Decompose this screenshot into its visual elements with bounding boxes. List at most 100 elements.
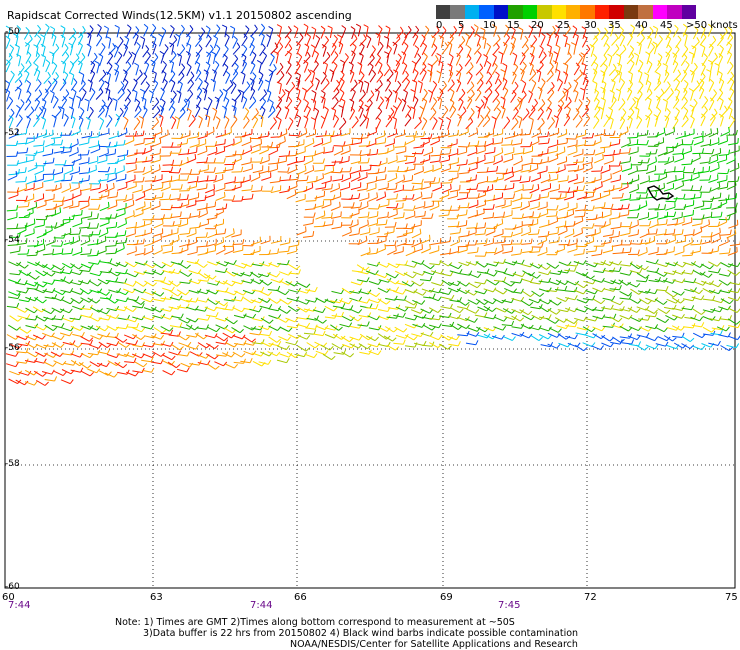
wind-barb-shaft [167,232,178,236]
wind-barb-shaft [321,204,332,209]
wind-barb-shaft [143,262,153,269]
wind-barb-shaft [729,81,735,91]
wind-barb-feather [498,78,502,84]
wind-barb-shaft [61,232,71,237]
wind-barb-shaft [45,62,51,73]
wind-barb-feather [293,106,299,111]
wind-barb-feather [681,229,684,235]
wind-barb-feather [143,282,148,287]
wind-barb-feather [710,231,713,237]
wind-barb-shaft [693,141,704,146]
wind-barb-feather [332,146,334,152]
wind-barb-shaft [231,73,239,82]
wind-barb-shaft [376,248,386,254]
wind-barb-shaft [87,46,92,57]
wind-barb-feather [683,53,688,58]
wind-barb-shaft [34,288,44,294]
wind-barb-feather [493,156,496,162]
wind-barb-shaft [512,273,523,278]
wind-barb-feather [35,114,40,120]
wind-barb-shaft [421,288,432,293]
wind-barb-shaft [23,212,34,218]
wind-barb-shaft [474,92,482,102]
wind-barb-feather [277,158,280,164]
wind-barb-shaft [585,233,596,237]
wind-barb-shaft [285,64,292,74]
wind-barb-shaft [284,39,292,49]
wind-barb-shaft [521,48,529,57]
wind-barb-feather [629,138,631,144]
wind-barb-shaft [162,250,173,254]
wind-barb-feather [422,68,427,73]
wind-barb-shaft [14,75,23,83]
wind-barb-feather [80,189,82,195]
wind-barb-shaft [531,177,541,182]
wind-barb-feather [647,35,652,40]
wind-barb-shaft [241,141,252,147]
wind-barb-shaft [115,271,126,275]
wind-barb-feather [371,53,375,59]
wind-barb-feather [378,25,383,30]
wind-barb-shaft [537,111,544,121]
wind-barb-shaft [564,233,575,239]
wind-barb-feather [358,79,364,83]
wind-barb-shaft [693,135,704,139]
wind-barb-feather [711,148,715,154]
wind-barb-shaft [639,180,650,185]
wind-barb-shaft [260,317,270,324]
wind-barb-feather [541,118,545,123]
wind-barb-shaft [385,92,393,102]
wind-barb-shaft [729,282,740,286]
wind-barb-shaft [690,90,694,101]
wind-barb-shaft [23,30,30,40]
wind-barb-shaft [665,54,671,65]
wind-barb-shaft [260,35,265,46]
wind-barb-shaft [243,28,250,39]
wind-barb-shaft [484,84,493,93]
wind-barb-feather [637,219,639,225]
wind-barb-shaft [654,208,665,211]
wind-barb-feather [162,60,167,66]
wind-barb-shaft [602,100,606,111]
wind-barb-feather [615,69,619,75]
wind-barb-shaft [248,100,257,109]
wind-barb-shaft [116,55,123,65]
wind-barb-shaft [194,55,201,65]
wind-barb-shaft [692,41,700,50]
wind-barb-shaft [366,307,377,310]
wind-barb-shaft [702,309,713,313]
wind-barb-shaft [392,108,398,119]
wind-barb-shaft [690,288,700,295]
wind-barb-shaft [419,279,431,282]
wind-barb-shaft [726,37,734,46]
wind-barb-feather [555,24,560,29]
wind-barb-shaft [448,44,453,55]
wind-barb-feather [379,41,384,47]
wind-barb-shaft [375,142,386,145]
wind-barb-feather [672,52,677,57]
wind-barb-feather [647,158,650,164]
wind-barb-feather [51,279,56,285]
wind-barb-feather [36,261,40,266]
wind-barb-shaft [439,120,444,130]
wind-barb-feather [107,201,110,207]
wind-barb-shaft [278,307,288,314]
wind-barb-feather [185,33,191,38]
wind-barb-feather [20,99,25,104]
wind-barb-feather [27,90,32,95]
wind-barb-shaft [143,307,154,312]
wind-barb-feather [581,228,583,234]
wind-barb-feather [223,63,229,68]
wind-barb-shaft [511,143,522,146]
wind-barb-feather [664,115,669,119]
wind-barb-feather [495,71,500,76]
wind-barb-feather [696,80,700,86]
wind-barb-shaft [52,252,63,256]
wind-barb-feather [699,78,705,83]
wind-barb-feather [397,97,402,102]
wind-barb-feather [366,35,372,40]
wind-barb-shaft [303,63,309,73]
wind-barb-shaft [214,211,224,217]
wind-barb-feather [363,115,369,120]
wind-barb-shaft [638,37,645,47]
